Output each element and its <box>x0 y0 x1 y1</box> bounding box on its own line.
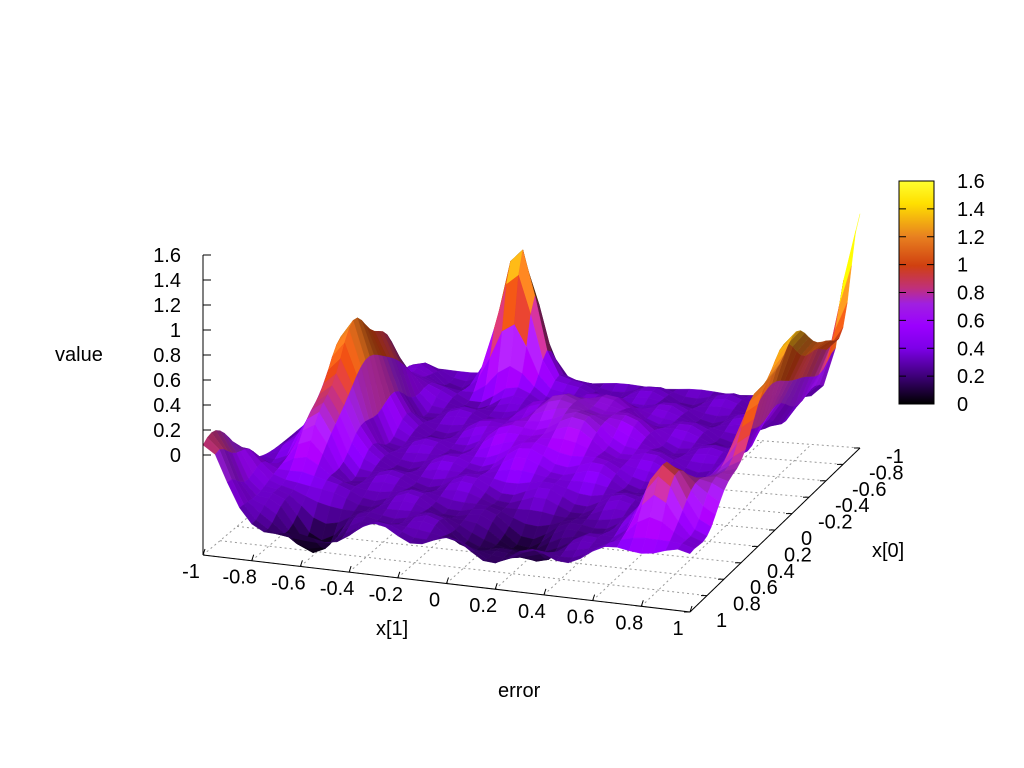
colorbar-tick-label: 1 <box>957 255 968 277</box>
surface-mesh <box>202 213 861 564</box>
colorbar-tick-label: 0.4 <box>957 338 985 360</box>
y-tick-label: 0.2 <box>784 544 812 566</box>
y-tick-label: -0.4 <box>835 495 869 517</box>
colorbar-ticks: 1.6 1.4 1.2 1 0.8 0.6 0.4 0.2 0 <box>899 171 985 416</box>
z-tick-label: 0.8 <box>153 345 181 367</box>
x-tick-mark <box>543 588 547 596</box>
colorbar-tick-label: 0.8 <box>957 283 985 305</box>
x-tick-mark <box>251 554 255 561</box>
z-tick-label: 1.4 <box>153 270 181 292</box>
colorbar-tick-label: 0.2 <box>957 366 985 388</box>
x-tick-label: 0.4 <box>518 601 546 623</box>
y-tick-label: 0 <box>801 528 812 550</box>
x-tick-mark <box>592 594 596 601</box>
colorbar-tick-label: 1.4 <box>957 199 985 221</box>
floor-grid-line-x <box>640 444 812 607</box>
x-tick-label: 0 <box>429 590 440 612</box>
x-tick-label: -0.6 <box>271 572 305 594</box>
colorbar-tick-label: 0 <box>957 394 968 416</box>
y-tick-label: 0.6 <box>750 577 778 599</box>
y-axis-label: x[0] <box>872 540 904 562</box>
x-tick-mark <box>299 560 303 567</box>
z-tick-label: 0.6 <box>153 370 181 392</box>
x-axis-label: x[1] <box>376 618 408 640</box>
x-tick-mark <box>446 577 449 584</box>
x-tick-label: -0.4 <box>320 578 354 600</box>
z-axis <box>202 254 211 555</box>
x-tick-mark <box>689 605 693 613</box>
colorbar-tick-label: 0.6 <box>957 310 985 332</box>
x-tick-labels: -1 -0.8 -0.6 -0.4 -0.2 0 0.2 0.4 0.6 0.8 1 <box>182 561 683 640</box>
y-tick-label: 0.8 <box>733 594 761 616</box>
y-tick-labels: -1-0.8-0.6-0.4-0.2 00.20.40.60.8 1 <box>716 446 904 632</box>
x-tick-mark <box>397 571 401 578</box>
x-tick-label: -0.2 <box>369 584 403 606</box>
y-tick-label: -0.6 <box>852 479 886 501</box>
z-tick-label: 1.6 <box>153 245 181 267</box>
z-tick-label: 0.4 <box>153 395 181 417</box>
x-tick-label: 0.8 <box>615 612 643 634</box>
y-tick-label: 1 <box>716 610 727 632</box>
x-tick-label: 0.2 <box>469 595 497 617</box>
x-tick-label: 0.6 <box>567 607 595 629</box>
y-tick-label: -1 <box>886 446 904 468</box>
z-tick-label: 0 <box>170 445 181 467</box>
y-tick-label: -0.8 <box>869 462 903 484</box>
floor-grid-line-y <box>219 540 708 597</box>
y-tick-label: -0.2 <box>818 512 852 534</box>
z-tick-labels: 1.6 1.4 1.2 1 0.8 0.6 0.4 0.2 0 <box>153 245 181 467</box>
surface-facet <box>677 543 695 554</box>
x-tick-mark <box>494 583 498 590</box>
x-tick-label: -0.8 <box>222 567 256 589</box>
y-tick-label: 0.4 <box>767 561 795 583</box>
x-tick-mark <box>640 600 644 607</box>
chart-title: error <box>498 680 541 702</box>
colorbar-tick-label: 1.6 <box>957 171 985 193</box>
z-tick-label: 1.2 <box>153 295 181 317</box>
z-axis-label: value <box>55 344 103 366</box>
x-tick-label: 1 <box>672 618 683 640</box>
colorbar-tick-label: 1.2 <box>957 227 985 249</box>
z-tick-label: 0.2 <box>153 420 181 442</box>
x-tick-label: -1 <box>182 561 200 583</box>
x-tick-mark <box>348 565 352 573</box>
z-tick-label: 1 <box>170 320 181 342</box>
